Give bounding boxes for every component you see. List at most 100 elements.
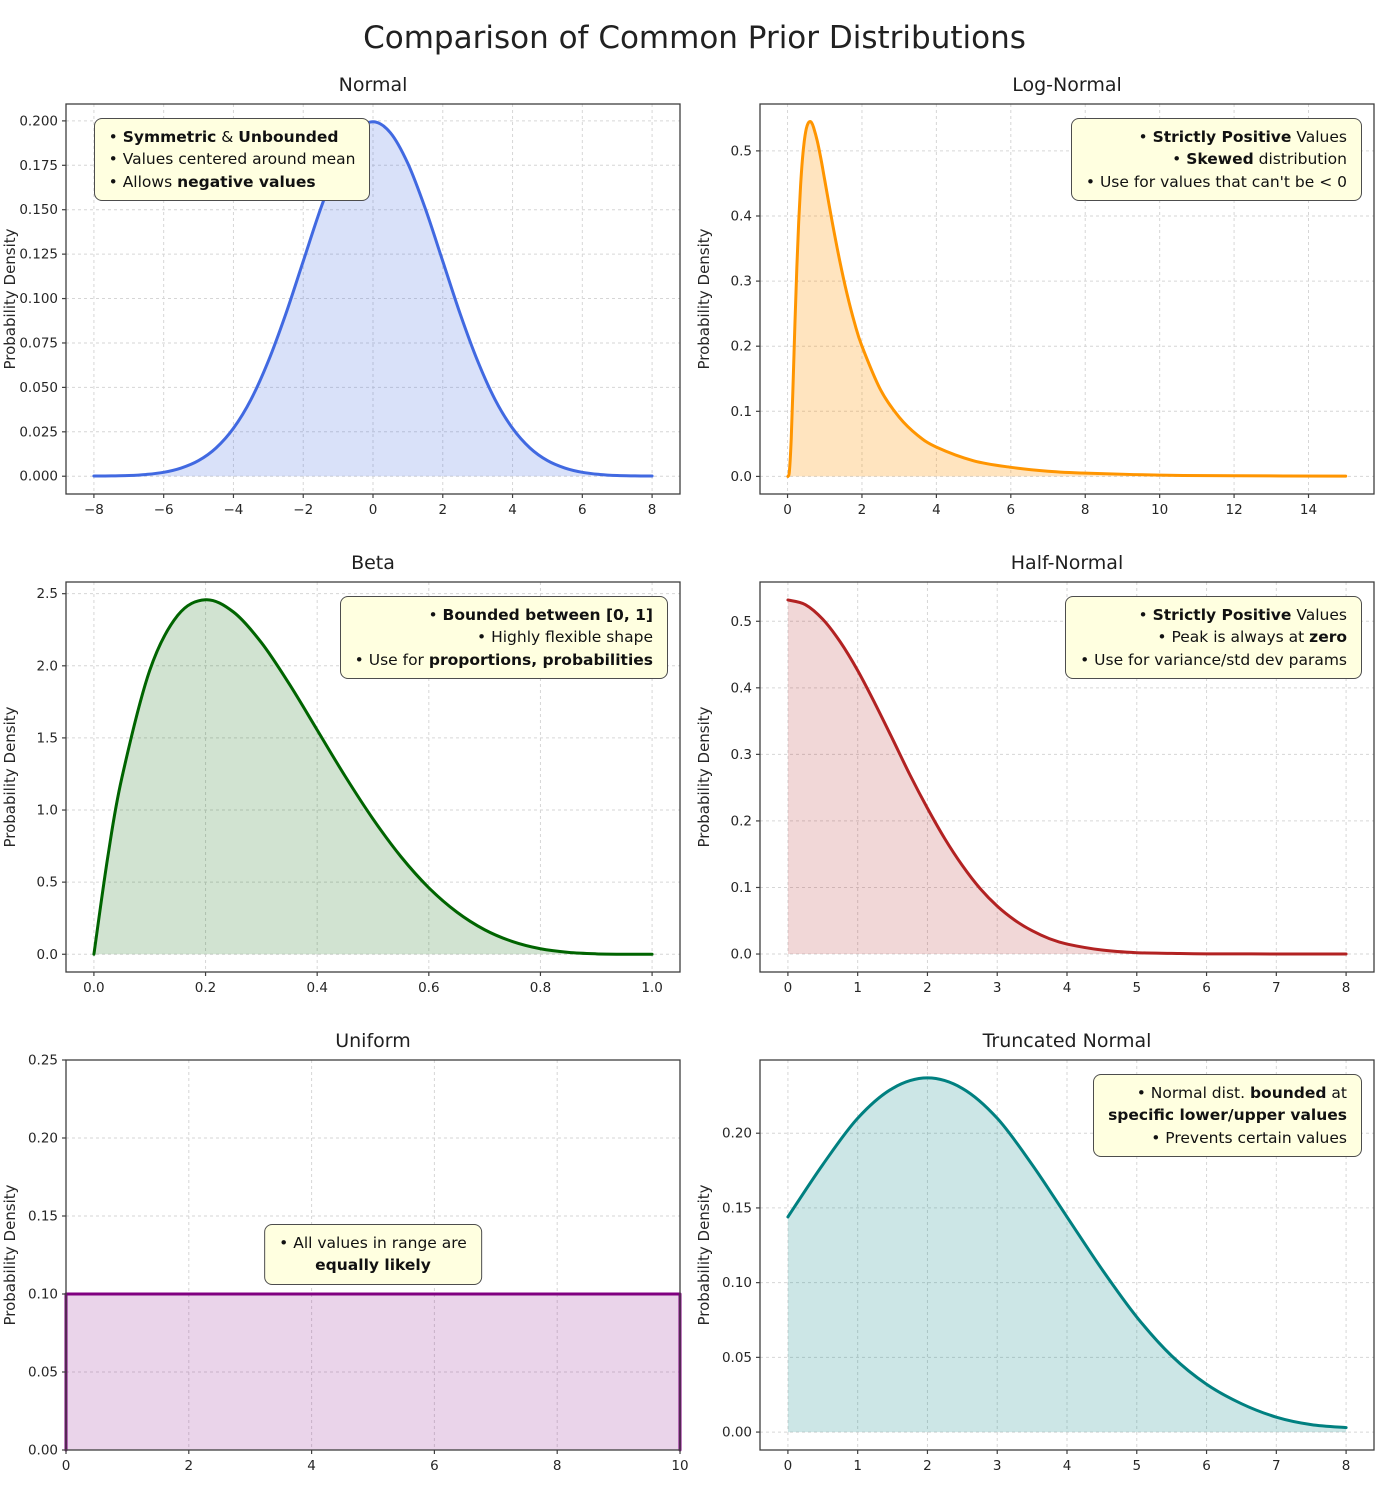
y-tick-label: 0.075 [19,335,58,351]
plot-frame [65,581,681,973]
x-tick-label: 4 [508,502,517,518]
annotation-line: • Values centered around mean [108,150,356,169]
x-tick-label: 4 [307,1458,316,1474]
chart-uniform-svg: 0 2 4 6 8 10 0.00 0.05 0.10 0.15 0.20 0.25 Uniform Pr… [1,1030,689,1474]
plot-frame [759,103,1375,495]
halfnormal-annotation-box: • Strictly Positive Values • Peak is alwa… [1065,595,1362,680]
truncnormal-annotation-box: • Normal dist. bounded at specific lower/… [1093,1073,1362,1158]
y-tick-label: 0.1 [731,404,752,420]
chart-panel-truncnormal: 0 1 2 3 4 5 6 7 8 0.00 0.05 0.10 0.15 0.20 Truncated N… [694,1022,1388,1492]
y-tick-label: 0.4 [731,680,752,696]
y-tick-label: 0.5 [37,875,58,891]
annotation-line: • Strictly Positive Values [1138,127,1347,146]
x-tick-label: 4 [1063,980,1072,996]
y-tick-label: 0.050 [19,380,58,396]
y-tick-label: 0.0 [731,947,752,963]
annotation-line: • Normal dist. bounded at [1136,1083,1347,1102]
x-tick-label: 8 [1342,980,1351,996]
y-tick-label: 0.1 [731,880,752,896]
y-tick-label: 0.125 [19,247,58,263]
x-tick-label: 14 [1300,502,1317,518]
x-tick-label: 0.4 [306,980,327,996]
y-tick-label: 0.200 [19,113,58,129]
y-tick-label: 0.00 [28,1443,58,1459]
y-tick-label: 0.0 [731,469,752,485]
normal-area [93,121,653,477]
y-tick-label: 0.5 [731,143,752,159]
annotation-line: • Prevents certain values [1151,1128,1347,1147]
y-tick-label: 0.2 [731,813,752,829]
y-tick-label: 0.25 [28,1053,58,1069]
uniform-annotation-box: • All values in range are equally likely [264,1223,482,1285]
lognormal-area [787,121,1346,477]
halfnormal-y-axis-label: Probability Density [695,706,713,847]
annotation-line: • Highly flexible shape [477,628,653,647]
beta-y-axis-label: Probability Density [1,706,19,847]
y-tick-label: 1.0 [37,803,58,819]
normal-chart-title: Normal [339,74,408,96]
beta-curve [92,598,654,956]
x-tick-label: 8 [1081,502,1090,518]
annotation-line: • Use for values that can't be < 0 [1085,172,1347,191]
x-tick-label: 0 [783,502,792,518]
x-tick-label: 0.2 [195,980,216,996]
x-tick-label: 1 [853,980,862,996]
x-tick-label: 6 [1007,502,1016,518]
x-tick-label: 2 [185,1458,194,1474]
chart-normal-svg: −8 −6 −4 −2 0 2 4 6 8 0.000 0.025 0.050 0.075 0.100 0.… [1,74,681,518]
y-tick-label: 2.0 [37,658,58,674]
x-tick-label: 6 [1202,980,1211,996]
chart-lognormal-svg: 0 2 4 6 8 10 12 14 0.0 0.1 0.2 0.3 0.4 0.5 Log-Normal P… [695,74,1375,518]
x-tick-label: 0.6 [418,980,439,996]
y-tick-label: 0.0 [37,947,58,963]
y-tick-label: 0.4 [731,208,752,224]
x-tick-label: 2 [858,502,867,518]
x-tick-label: 3 [993,980,1002,996]
x-tick-label: 8 [553,1458,562,1474]
annotation-line: • Skewed distribution [1172,150,1347,169]
chart-panel-halfnormal: 0 1 2 3 4 5 6 7 8 0.0 0.1 0.2 0.3 0.4 0.5 Half-Normal Pr… [694,544,1388,1014]
y-tick-label: 0.3 [731,747,752,763]
x-tick-label: 0 [784,980,793,996]
y-tick-label: 0.10 [722,1275,752,1291]
annotation-line: • Peak is always at zero [1157,628,1347,647]
y-tick-label: 0.025 [19,424,58,440]
y-tick-label: 0.175 [19,158,58,174]
uniform-area [66,1294,680,1450]
chart-panel-uniform: 0 2 4 6 8 10 0.00 0.05 0.10 0.15 0.20 0.25 Uniform Pr… [0,1022,694,1492]
y-tick-label: 0.20 [722,1126,752,1142]
x-tick-label: 8 [1342,1458,1351,1474]
x-tick-label: −4 [223,502,243,518]
x-tick-label: 2 [923,980,932,996]
annotation-line: • All values in range are [279,1233,467,1252]
x-tick-label: 8 [648,502,657,518]
x-tick-label: 1 [853,1458,862,1474]
normal-y-axis-label: Probability Density [1,228,19,369]
x-tick-label: 4 [1063,1458,1072,1474]
x-tick-label: 0 [62,1458,71,1474]
lognormal-curve [786,120,1348,478]
lognormal-y-axis-label: Probability Density [695,228,713,369]
y-tick-label: 0.20 [28,1131,58,1147]
x-tick-label: 6 [430,1458,439,1474]
x-tick-label: 5 [1132,1458,1141,1474]
uniform-y-axis-label: Probability Density [1,1184,19,1325]
annotation-line: equally likely [315,1256,431,1275]
y-tick-label: 1.5 [37,730,58,746]
y-tick-label: 0.05 [722,1350,752,1366]
y-tick-label: 0.10 [28,1287,58,1303]
beta-chart-title: Beta [351,552,395,574]
chart-panel-lognormal: 0 2 4 6 8 10 12 14 0.0 0.1 0.2 0.3 0.4 0.5 Log-Normal P… [694,66,1388,536]
y-tick-label: 0.150 [19,202,58,218]
chart-panel-beta: 0.0 0.2 0.4 0.6 0.8 1.0 0.0 0.5 1.0 1.5 2.0 2.5 Beta… [0,544,694,1014]
y-tick-label: 0.05 [28,1365,58,1381]
x-tick-label: 0.8 [530,980,551,996]
x-tick-label: 2 [438,502,447,518]
x-tick-label: 5 [1132,980,1141,996]
annotation-line: • Symmetric & Unbounded [108,127,339,146]
y-tick-label: 0.15 [722,1200,752,1216]
halfnormal-curve [786,598,1348,956]
page-title: Comparison of Common Prior Distributions [363,20,1026,56]
x-tick-label: 10 [1151,502,1168,518]
y-tick-label: 0.100 [19,291,58,307]
